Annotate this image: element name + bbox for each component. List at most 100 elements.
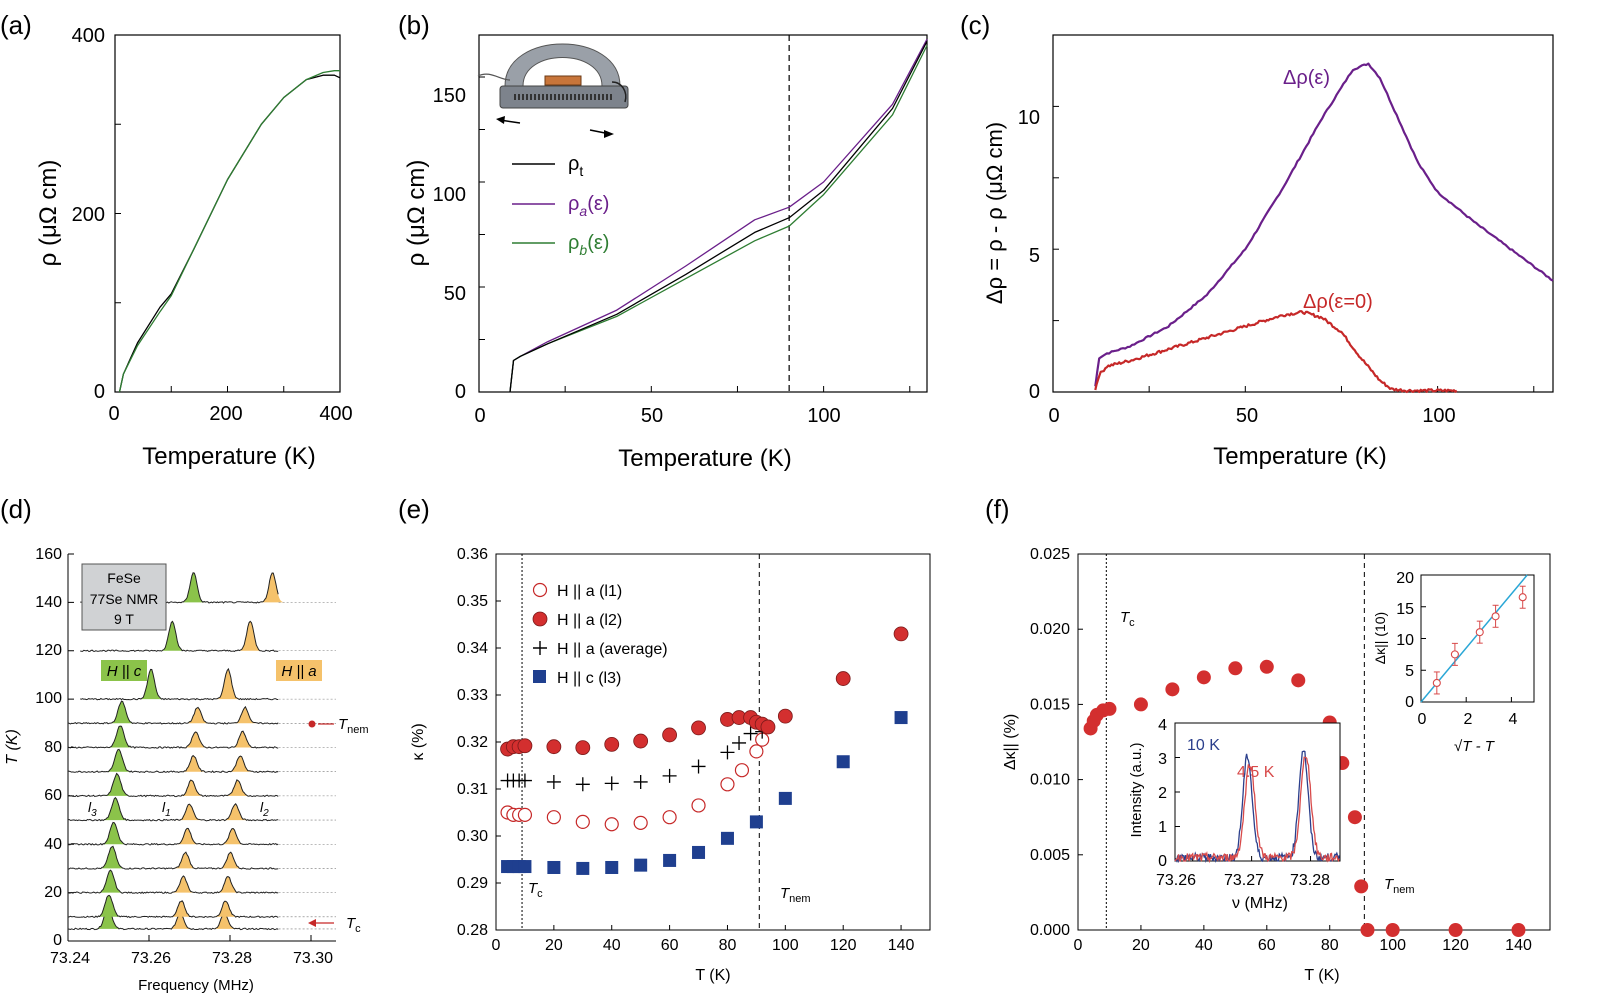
- panel-c-frame: [1052, 34, 1554, 393]
- point-dkappa-15: [1360, 923, 1375, 937]
- nmr-peak-fill-70-1: [179, 755, 209, 772]
- e-ytick-label-5: 0.33: [457, 687, 488, 704]
- point-l1-10: [720, 777, 735, 792]
- nmr-peak-fill-120-0: [157, 620, 187, 651]
- nmr-peak-fill-40-1: [172, 828, 203, 845]
- point-average-3: [517, 773, 532, 788]
- nmr-peak-fill-30-2: [215, 852, 245, 869]
- e-ytick-label-6: 0.34: [457, 640, 488, 657]
- panel-d-ytick-1: 20: [44, 884, 62, 901]
- panel-d-ytick-3: 60: [44, 787, 62, 804]
- nmr-spectrum-80: [67, 725, 279, 749]
- inset2-xtick-2: 4: [1509, 711, 1518, 728]
- panel-a-ylabel: ρ (μΩ cm): [35, 160, 62, 267]
- nmr-info-box: [81, 563, 167, 631]
- series-drho-eps: [1094, 62, 1554, 387]
- inset2-ytick-1: 5: [1405, 663, 1414, 680]
- panel-d-ytick-2: 40: [44, 836, 62, 853]
- nmr-peak-fill-60-0: [101, 774, 133, 796]
- point-l3-3: [518, 860, 532, 874]
- point-l3-12: [778, 791, 792, 805]
- e-xtick-label-1: 20: [545, 937, 563, 954]
- inset1-xtick-0: 73.26: [1156, 872, 1196, 889]
- inset2-ytick-3: 15: [1396, 601, 1414, 618]
- panel-f-tnem-label: Tnem: [1384, 876, 1415, 896]
- panel-b-ytick-0: 0: [455, 381, 466, 403]
- panel-e-tnem-label: Tnem: [780, 885, 811, 905]
- panel-d-xtick-1: 73.26: [131, 950, 171, 967]
- point-dkappa-18: [1511, 923, 1526, 937]
- tnem-label: Tnem: [338, 716, 369, 736]
- inset1-xtick-1: 73.27: [1224, 872, 1264, 889]
- nmr-spectrum-120: [80, 620, 279, 653]
- nmr-peak-fill-50-2: [220, 804, 250, 821]
- panel-d-spectra: [67, 572, 336, 931]
- nmr-peak-fill-10-1: [166, 900, 196, 917]
- f-ytick-label-2: 0.010: [1030, 772, 1070, 789]
- panel-c-ticks: [1052, 105, 1535, 393]
- e-ytick-label-2: 0.30: [457, 828, 488, 845]
- e-ytick-label-4: 0.32: [457, 734, 488, 751]
- panel-d-ytick-6: 120: [35, 642, 62, 659]
- nmr-peak-fill-70-2: [225, 755, 255, 772]
- nmr-peak-fill-40-0: [98, 822, 130, 845]
- panel-b-legend: ρt ρa(ε) ρb(ε): [512, 153, 609, 258]
- panel-d-xtick-3: 73.30: [293, 950, 333, 967]
- panel-f-inset-fit: 0 2 4 0 5 10 15 20 √T - T Δκ|| (10): [1372, 570, 1535, 755]
- e-ytick-label-0: 0.28: [457, 922, 488, 939]
- panel-e-tc-label: Tc: [528, 880, 543, 900]
- panel-c: (c) 0 50 100 0 5 10 Temperature (K) Δρ =…: [960, 10, 1554, 470]
- nmr-peak-fill-90-2: [230, 707, 260, 724]
- inset1-ytick-4: 4: [1158, 717, 1167, 734]
- panel-e-plot: [500, 554, 909, 930]
- inset1-ytick-3: 3: [1158, 751, 1167, 768]
- point-average-5: [575, 777, 590, 792]
- panel-f-inset-spectra: 73.26 73.27 73.28 0 1 2 3 4 ν (MHz) Inte…: [1128, 717, 1341, 912]
- panel-d-letter: (d): [0, 494, 32, 524]
- nmr-spectrum-70: [67, 748, 279, 773]
- panel-c-xlabel: Temperature (K): [1213, 443, 1386, 470]
- inset2-xtick-1: 2: [1464, 711, 1473, 728]
- point-l2-3: [517, 738, 533, 754]
- point-l2-5: [575, 740, 591, 756]
- series-rho-t: [509, 41, 928, 393]
- inset2-ylabel: Δκ|| (10): [1372, 612, 1388, 664]
- panel-c-ytick-1: 5: [1029, 245, 1040, 267]
- panel-d-ytick-4: 80: [44, 739, 62, 756]
- panel-b-xlabel: Temperature (K): [618, 445, 791, 472]
- panel-c-xtick-1: 50: [1236, 405, 1258, 427]
- f-xtick-label-6: 120: [1442, 937, 1469, 954]
- e-ytick-label-7: 0.35: [457, 593, 488, 610]
- inset2-xtick-0: 0: [1418, 711, 1427, 728]
- legend-label-l3: H || c (l3): [557, 670, 621, 687]
- nmr-peak-fill-5-0: [92, 907, 124, 929]
- point-l3-8: [663, 853, 677, 867]
- point-average-9: [691, 759, 706, 774]
- point-l1-8: [662, 810, 677, 825]
- e-xtick-label-6: 120: [830, 937, 857, 954]
- point-l2-17: [835, 671, 851, 686]
- panel-d-ytick-5: 100: [35, 690, 62, 707]
- point-dkappa-13: [1347, 810, 1362, 825]
- e-xtick-label-3: 60: [661, 937, 679, 954]
- point-l3-6: [605, 860, 619, 874]
- nmr-spectrum-90: [67, 700, 279, 725]
- panel-b-ytick-1: 50: [444, 283, 466, 305]
- panel-b: (b) 0 50 100 0 50 100 150 Temperature (K…: [398, 10, 928, 472]
- inset2-point-0: [1432, 678, 1441, 688]
- panel-a-ytick-1: 200: [72, 204, 105, 226]
- tag-h-c-label: H || c: [107, 663, 142, 680]
- panel-f: (f) 0 20 40 60 80 100 120 1400.0000.0050.0100.0…: [985, 494, 1551, 984]
- device-illustration: [477, 43, 629, 138]
- legend-rho-a: ρa(ε): [568, 193, 609, 219]
- e-xtick-label-4: 80: [719, 937, 737, 954]
- e-xtick-label-7: 140: [888, 937, 915, 954]
- nmr-peak-fill-90-0: [106, 701, 138, 724]
- panel-a-frame: [114, 34, 341, 393]
- panel-a-letter: (a): [0, 10, 32, 40]
- nmr-peak-fill-30-1: [170, 852, 200, 869]
- e-ytick-label-8: 0.36: [457, 546, 488, 563]
- f-xtick-label-3: 60: [1258, 937, 1276, 954]
- nmr-peak-fill-20-2: [213, 876, 243, 893]
